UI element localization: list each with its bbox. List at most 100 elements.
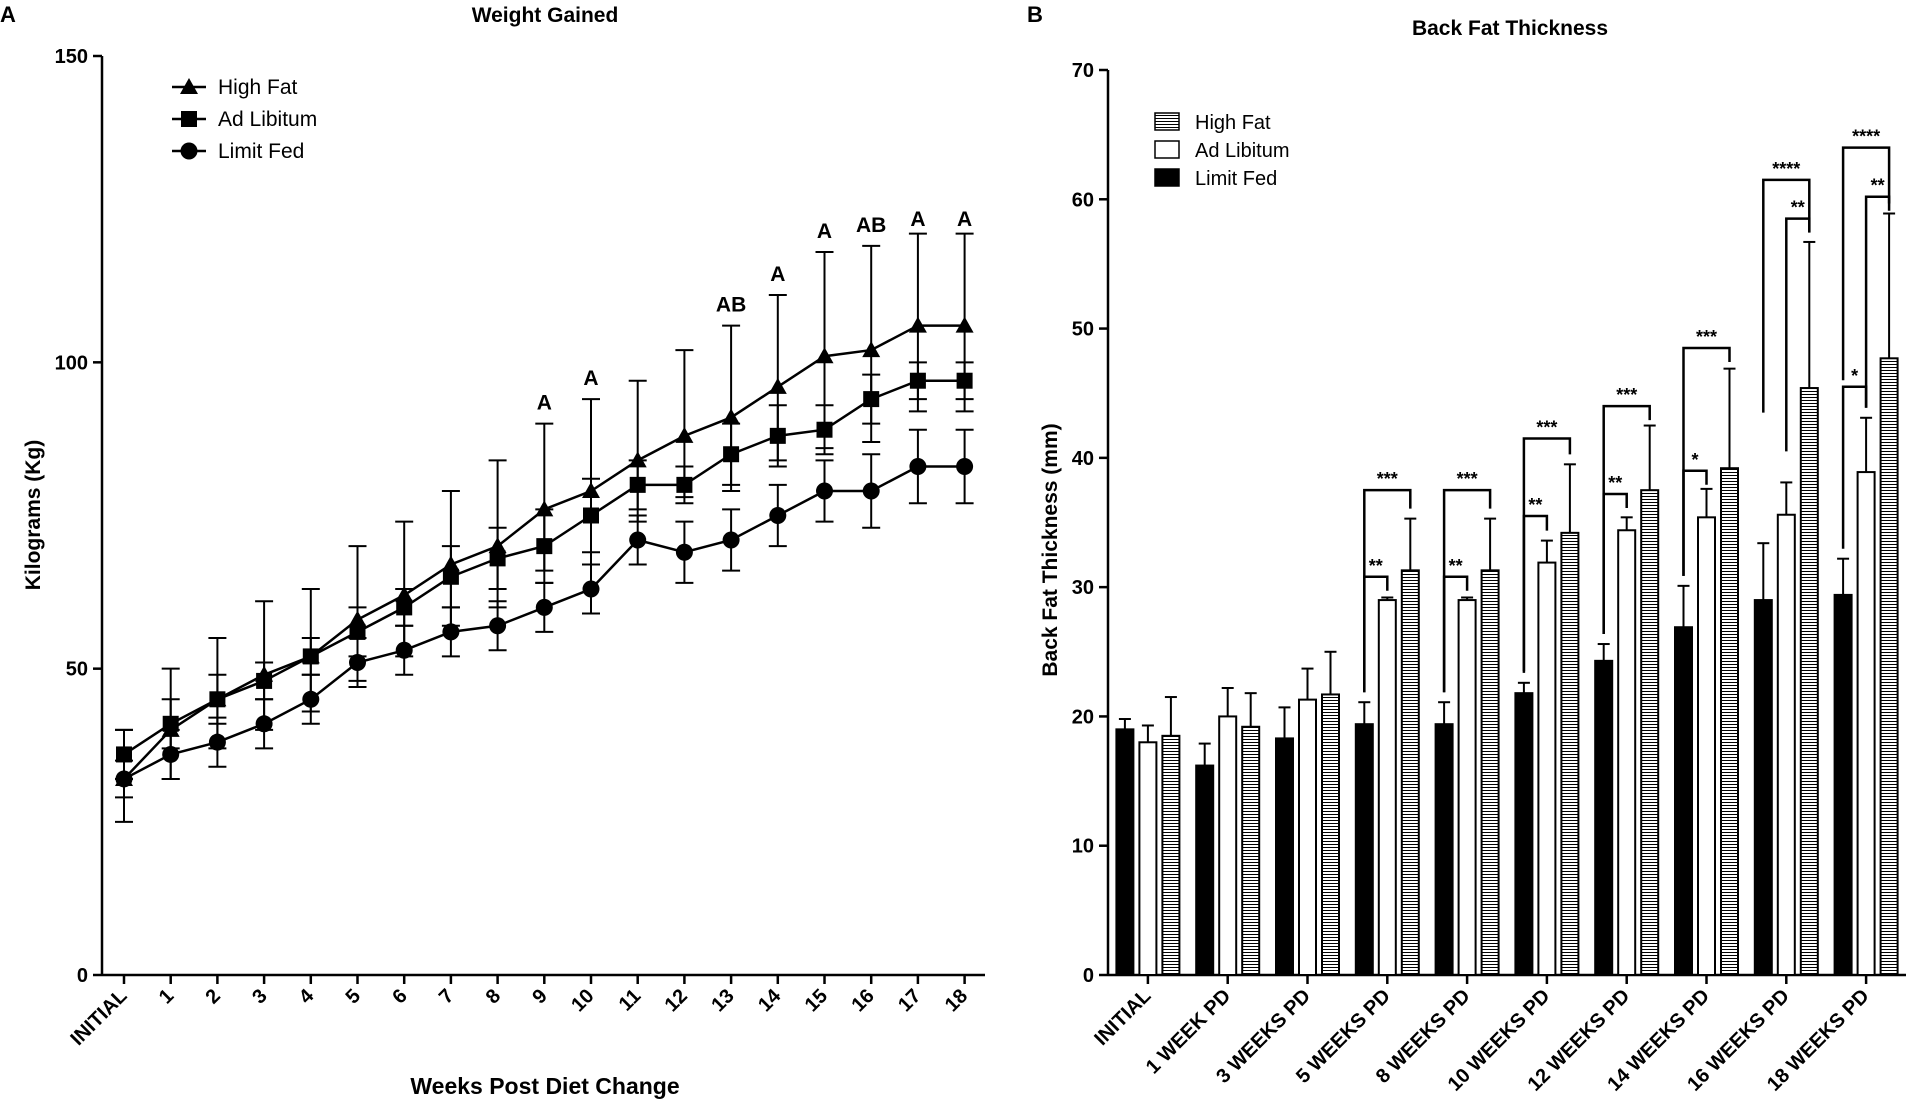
data-point <box>862 482 880 500</box>
bar <box>1377 599 1397 976</box>
data-point <box>909 457 927 475</box>
significance-letter: A <box>817 220 832 243</box>
data-point <box>723 446 740 463</box>
legend-marker <box>180 142 198 160</box>
y-tick-label: 30 <box>1072 577 1094 599</box>
y-tick-label: 0 <box>1083 965 1094 987</box>
bar <box>1115 728 1135 976</box>
data-point <box>955 316 974 333</box>
legend: High Fat Ad Libitum Limit Fed <box>1154 112 1290 190</box>
bar <box>1321 693 1340 976</box>
legend-marker <box>181 111 197 127</box>
significance-stars: ** <box>1608 473 1622 493</box>
significance-letter: AB <box>716 294 746 317</box>
bar <box>1480 569 1500 976</box>
significance-letter: A <box>957 208 972 231</box>
x-tick-label: 12 <box>661 985 692 1016</box>
significance-letter: AB <box>856 214 886 237</box>
data-point <box>863 391 880 408</box>
legend-swatch <box>1154 112 1180 131</box>
panel-label: A <box>0 2 16 27</box>
y-tick-label: 70 <box>1072 60 1094 82</box>
y-axis-title: Back Fat Thickness (mm) <box>1039 423 1062 676</box>
data-point <box>489 550 506 567</box>
bar <box>1161 734 1181 976</box>
data-point <box>209 691 226 708</box>
legend-label: High Fat <box>218 76 298 99</box>
significance-stars: * <box>1691 450 1698 470</box>
data-point <box>816 482 833 500</box>
data-point <box>675 426 694 443</box>
legend-label: Ad Libitum <box>218 108 317 131</box>
significance-bracket <box>1522 437 1572 672</box>
data-point <box>442 568 459 585</box>
panel-label: B <box>1027 2 1043 27</box>
significance-stars: *** <box>1616 385 1637 405</box>
x-tick-label: 17 <box>894 985 925 1016</box>
x-tick-label: 15 <box>801 985 832 1016</box>
panel-b-back-fat-thickness: B Back Fat Thickness 0 10 20 30 40 50 60 70 Back F… <box>1027 2 1906 1096</box>
bar <box>1720 467 1739 976</box>
legend-swatch <box>1154 140 1180 159</box>
data-point <box>676 476 693 493</box>
bar <box>1753 599 1773 976</box>
x-tick-label: 16 <box>847 985 878 1016</box>
significance-bracket <box>1841 146 1891 381</box>
data-point <box>396 599 413 616</box>
data-point <box>815 347 834 364</box>
y-tick-label: 50 <box>66 659 88 681</box>
bar <box>1560 531 1580 976</box>
data-point <box>956 372 973 389</box>
bar <box>1241 725 1261 976</box>
bar <box>1879 357 1899 976</box>
bar <box>1218 715 1238 977</box>
y-tick-label: 20 <box>1072 706 1094 728</box>
chart-title: Weight Gained <box>472 4 619 27</box>
legend-marker <box>180 78 198 94</box>
y-axis-title: Kilograms (Kg) <box>22 440 45 591</box>
x-tick-label: 5 <box>342 985 365 1008</box>
significance-stars: ** <box>1369 556 1383 576</box>
bar <box>1640 489 1660 976</box>
data-point <box>489 617 507 635</box>
y-tick-label: 150 <box>55 46 88 68</box>
legend-label: Limit Fed <box>218 140 304 163</box>
series-ad-libitum <box>115 361 974 780</box>
significance-letter: A <box>770 263 785 286</box>
data-point <box>162 715 179 732</box>
data-point <box>116 746 132 763</box>
x-tick-label: 14 <box>754 984 786 1016</box>
data-point <box>535 598 553 616</box>
significance-stars: *** <box>1536 417 1557 437</box>
data-point <box>908 316 927 333</box>
legend-label: Limit Fed <box>1195 168 1277 190</box>
significance-stars: ** <box>1791 198 1805 218</box>
series-limit-fed <box>1115 542 1853 977</box>
x-tick-label: 10 <box>567 985 598 1016</box>
data-point <box>583 507 599 524</box>
bar <box>1799 387 1819 976</box>
y-tick-label: 40 <box>1072 448 1094 470</box>
significance-letter: A <box>583 367 598 390</box>
y-tick-label: 100 <box>55 352 88 374</box>
bar <box>1298 698 1317 976</box>
significance-bracket <box>1864 195 1891 408</box>
x-tick-label: 1 <box>155 985 178 1008</box>
significance-stars: *** <box>1696 327 1717 347</box>
bar <box>1776 513 1796 976</box>
bar <box>1434 723 1454 977</box>
bar <box>1354 723 1374 977</box>
significance-bracket <box>1682 346 1731 576</box>
data-point <box>675 543 693 561</box>
significance-stars: * <box>1851 366 1858 386</box>
data-point <box>909 372 926 389</box>
x-axis-title: Weeks Post Diet Change <box>410 1073 679 1099</box>
bar <box>1833 593 1853 977</box>
series-limit-fed <box>115 428 974 799</box>
data-point <box>115 770 133 788</box>
bar <box>1856 471 1876 976</box>
significance-letter: A <box>537 392 552 415</box>
bar <box>1400 569 1420 976</box>
data-point <box>349 654 366 672</box>
